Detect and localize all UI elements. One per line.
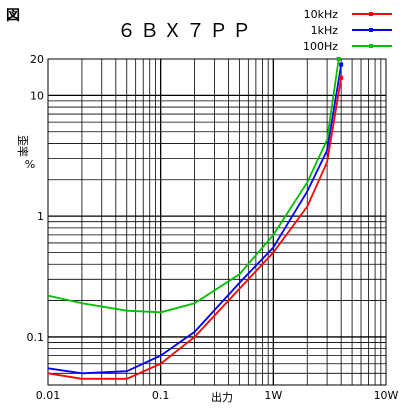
- legend-label: 10kHz: [304, 8, 339, 21]
- y-tick-label: 10: [30, 89, 44, 102]
- x-tick-label: 10W: [374, 389, 399, 402]
- x-axis-label: 出力: [211, 390, 233, 404]
- y-tick-label: 1: [37, 210, 44, 223]
- series-line: [47, 64, 343, 375]
- legend: 10kHz 1kHz 100Hz: [303, 8, 392, 53]
- series-end-marker: [339, 75, 344, 80]
- legend-swatch-marker: [369, 44, 373, 48]
- legend-label: 100Hz: [303, 40, 338, 53]
- x-tick-label: 1W: [264, 389, 282, 402]
- legend-swatch-marker: [369, 12, 373, 16]
- x-tick-label: 0.1: [152, 389, 170, 402]
- tick-labels: 0.01 0.1 1W 10W 0.1 1 10 20: [27, 53, 399, 402]
- series-end-marker: [339, 62, 344, 67]
- chart-title: ６ＢＸ７ＰＰ: [117, 20, 255, 42]
- x-tick-label: 0.01: [36, 389, 61, 402]
- grid: [47, 58, 387, 386]
- series-end-marker: [336, 57, 341, 61]
- legend-label: 1kHz: [311, 24, 339, 37]
- legend-swatch-marker: [369, 28, 373, 32]
- y-tick-label: 0.1: [27, 331, 45, 344]
- y-axis-unit: %: [25, 158, 35, 171]
- plot-series: [47, 57, 344, 380]
- y-axis-label: 歪率: [16, 135, 30, 157]
- series-line: [47, 77, 343, 380]
- y-tick-label: 20: [30, 53, 44, 66]
- series-line: [47, 58, 340, 314]
- corner-label: 図: [6, 8, 20, 24]
